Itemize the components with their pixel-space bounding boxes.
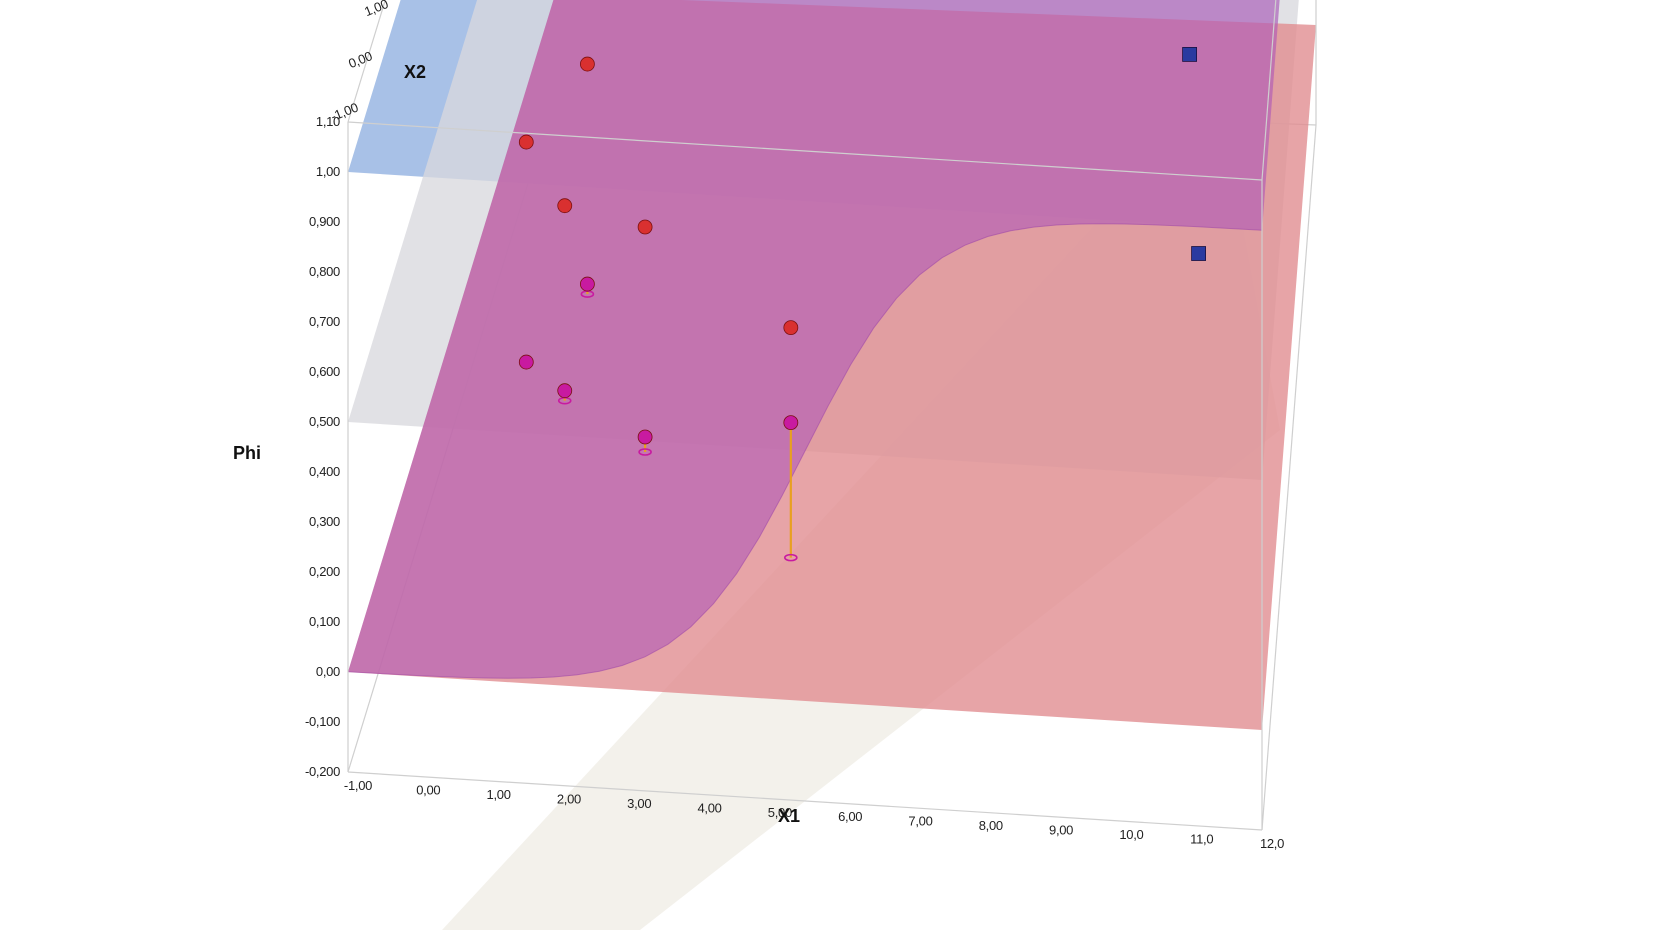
residual-ring	[638, 448, 652, 456]
box-edge-left-top	[347, 0, 386, 123]
box-edge-front-bottom	[347, 771, 1263, 831]
x-tick-label: 3,00	[627, 796, 651, 811]
x-tick-label: 5,00	[768, 805, 792, 820]
x-tick-label: 7,00	[908, 814, 932, 829]
x-tick-label: 12,0	[1260, 836, 1284, 851]
point-sphere	[580, 276, 595, 292]
z-tick-label: 1,00	[316, 164, 340, 179]
point-sphere	[557, 198, 573, 214]
z-tick-label: 1,10	[316, 114, 340, 129]
z-tick-label: 0,00	[316, 664, 340, 679]
z-tick-label: 0,900	[309, 214, 340, 229]
z-tick-label: -0,100	[305, 714, 340, 729]
point-cube	[1191, 246, 1206, 261]
z-tick-label: 0,500	[309, 414, 340, 429]
z-tick-label: 0,700	[309, 314, 340, 329]
y-tick-label: 1,00	[362, 0, 390, 19]
point-cube	[1182, 47, 1198, 62]
point-sphere	[557, 383, 573, 399]
z-tick-label: 0,400	[309, 464, 340, 479]
z-tick-label: 0,100	[309, 614, 340, 629]
x-tick-label: 8,00	[979, 818, 1003, 833]
z-tick-label: 0,300	[309, 514, 340, 529]
z-tick-label: -0,200	[305, 764, 340, 779]
x-tick-label: 10,0	[1119, 827, 1143, 842]
x-tick-label: -1,00	[344, 778, 372, 793]
z-axis-title: Phi	[233, 443, 261, 463]
point-sphere	[637, 219, 653, 235]
z-tick-label: 0,800	[309, 264, 340, 279]
point-sphere	[783, 320, 799, 336]
x-tick-label: 2,00	[557, 791, 581, 806]
surface-front-edge	[347, 223, 1263, 679]
logistic-surface	[348, 0, 1280, 679]
box-edge-right-bottom	[1261, 124, 1317, 831]
x-tick-label: 1,00	[487, 787, 511, 802]
x-tick-label: 9,00	[1049, 823, 1073, 838]
point-sphere	[783, 415, 799, 431]
box-edge-right-top	[1261, 0, 1277, 181]
point-sphere	[580, 56, 595, 72]
point-sphere	[518, 354, 534, 370]
y-axis-title: X2	[404, 62, 426, 82]
x-tick-label: 6,00	[838, 809, 862, 824]
x-tick-label: 4,00	[697, 800, 721, 815]
x-axis-title: X1	[778, 806, 800, 826]
x-tick-label: 0,00	[416, 782, 440, 797]
point-sphere	[637, 429, 653, 445]
z-tick-label: 0,200	[309, 564, 340, 579]
box-edge-front-top	[347, 121, 1263, 181]
residual-ring	[784, 553, 798, 562]
z-tick-label: 0,600	[309, 364, 340, 379]
point-sphere	[518, 134, 534, 150]
x-tick-label: 11,0	[1190, 832, 1213, 847]
